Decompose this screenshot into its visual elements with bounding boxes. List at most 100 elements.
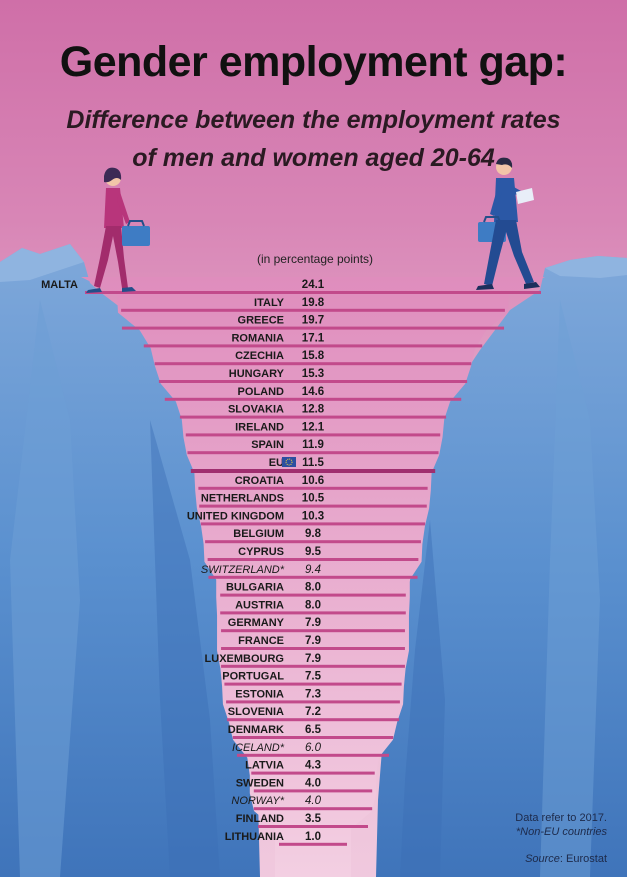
category-label-malta: MALTA xyxy=(41,279,78,291)
category-label-lithuania: LITHUANIA xyxy=(225,831,284,843)
value-label-cyprus: 9.5 xyxy=(305,546,322,558)
category-label-finland: FINLAND xyxy=(236,813,284,825)
bar-cyprus xyxy=(207,558,419,561)
eu-flag-icon xyxy=(282,457,296,467)
bar-luxembourg xyxy=(221,664,405,668)
value-label-belgium: 9.8 xyxy=(305,528,322,540)
category-label-portugal: PORTUGAL xyxy=(222,671,284,683)
bar-malta xyxy=(85,291,541,294)
category-label-france: FRANCE xyxy=(238,635,284,647)
woman-figure xyxy=(86,167,150,293)
bar-slovakia xyxy=(179,415,447,419)
unit-note: (in percentage points) xyxy=(256,252,374,266)
source-value: : Eurostat xyxy=(559,853,607,865)
category-label-eu: EU xyxy=(269,457,284,469)
man-figure xyxy=(476,157,540,290)
category-label-estonia: ESTONIA xyxy=(235,688,284,700)
category-label-luxembourg: LUXEMBOURG xyxy=(205,653,284,665)
bar-united-kingdom xyxy=(200,522,426,526)
chart-title: Gender employment gap: xyxy=(59,38,568,86)
value-label-romania: 17.1 xyxy=(302,332,325,344)
data-year-note: Data refer to 2017. xyxy=(515,812,607,824)
right-cliff-top xyxy=(545,256,627,278)
category-label-greece: GREECE xyxy=(238,315,284,327)
bar-finland xyxy=(258,825,368,828)
non-eu-note: *Non-EU countries xyxy=(515,826,607,838)
category-label-united-kingdom: UNITED KINGDOM xyxy=(187,510,284,522)
category-label-sweden: SWEDEN xyxy=(236,777,284,789)
value-label-slovakia: 12.8 xyxy=(302,404,325,416)
value-label-germany: 7.9 xyxy=(305,617,321,629)
category-label-cyprus: CYPRUS xyxy=(238,546,284,558)
left-cliff-top xyxy=(0,244,84,282)
bar-estonia xyxy=(226,700,400,704)
category-label-spain: SPAIN xyxy=(251,439,284,451)
bar-netherlands xyxy=(199,504,427,508)
bar-slovenia xyxy=(226,718,400,722)
right-cliff-shadow xyxy=(540,300,600,877)
chart-subtitle-line1: Difference between the employment rates xyxy=(66,106,561,134)
bar-group xyxy=(85,291,541,846)
bar-spain xyxy=(187,451,439,455)
bar-switzerland xyxy=(208,575,418,579)
source-note: Source: Eurostat xyxy=(525,853,607,865)
value-label-czechia: 15.8 xyxy=(302,350,325,362)
category-label-poland: POLAND xyxy=(238,386,285,398)
chart-subtitle-line2: of men and women aged 20-64 xyxy=(132,144,495,172)
bar-belgium xyxy=(205,540,421,544)
value-label-malta: 24.1 xyxy=(302,279,325,291)
bar-germany xyxy=(221,629,405,633)
value-label-luxembourg: 7.9 xyxy=(305,653,321,665)
value-label-sweden: 4.0 xyxy=(305,777,321,789)
bar-austria xyxy=(220,611,406,615)
bar-italy xyxy=(121,308,505,312)
category-label-norway: NORWAY* xyxy=(231,795,284,807)
category-label-romania: ROMANIA xyxy=(231,332,284,344)
value-label-croatia: 10.6 xyxy=(302,475,324,487)
value-label-bulgaria: 8.0 xyxy=(305,582,321,594)
bar-denmark xyxy=(232,736,394,739)
value-label-spain: 11.9 xyxy=(302,439,324,451)
value-label-netherlands: 10.5 xyxy=(302,493,325,505)
source-label: Source xyxy=(525,853,560,865)
value-label-switzerland: 9.4 xyxy=(305,564,321,576)
bar-ireland xyxy=(185,433,441,437)
bar-poland xyxy=(164,397,462,401)
category-label-hungary: HUNGARY xyxy=(229,368,285,380)
category-label-netherlands: NETHERLANDS xyxy=(201,493,284,505)
category-label-denmark: DENMARK xyxy=(228,724,284,736)
value-label-hungary: 15.3 xyxy=(302,368,324,380)
bar-bulgaria xyxy=(220,593,406,597)
value-label-greece: 19.7 xyxy=(302,315,324,327)
bar-iceland xyxy=(237,753,389,757)
value-label-slovenia: 7.2 xyxy=(305,706,321,718)
category-label-belgium: BELGIUM xyxy=(233,528,284,540)
category-label-germany: GERMANY xyxy=(228,617,285,629)
bar-lithuania xyxy=(279,842,347,846)
left-cliff-shadow2 xyxy=(150,420,220,877)
category-label-ireland: IRELAND xyxy=(235,421,284,433)
bar-portugal xyxy=(224,682,402,686)
category-label-bulgaria: BULGARIA xyxy=(226,582,284,594)
value-label-norway: 4.0 xyxy=(305,795,322,807)
left-cliff-shadow xyxy=(10,300,80,877)
value-label-estonia: 7.3 xyxy=(305,688,321,700)
value-label-italy: 19.8 xyxy=(302,297,325,309)
value-label-poland: 14.6 xyxy=(302,386,324,398)
category-label-czechia: CZECHIA xyxy=(235,350,284,362)
value-label-united-kingdom: 10.3 xyxy=(302,510,324,522)
bar-romania xyxy=(143,344,483,348)
value-label-austria: 8.0 xyxy=(305,599,321,611)
eu-flag-stars xyxy=(285,458,293,466)
bar-hungary xyxy=(158,380,468,383)
bar-greece xyxy=(121,326,505,330)
category-label-latvia: LATVIA xyxy=(245,760,284,772)
value-label-ireland: 12.1 xyxy=(302,421,325,433)
category-label-croatia: CROATIA xyxy=(235,475,284,487)
bar-norway xyxy=(253,807,373,811)
value-label-eu: 11.5 xyxy=(302,457,324,469)
category-label-iceland: ICELAND* xyxy=(232,742,285,754)
value-label-latvia: 4.3 xyxy=(305,760,321,772)
